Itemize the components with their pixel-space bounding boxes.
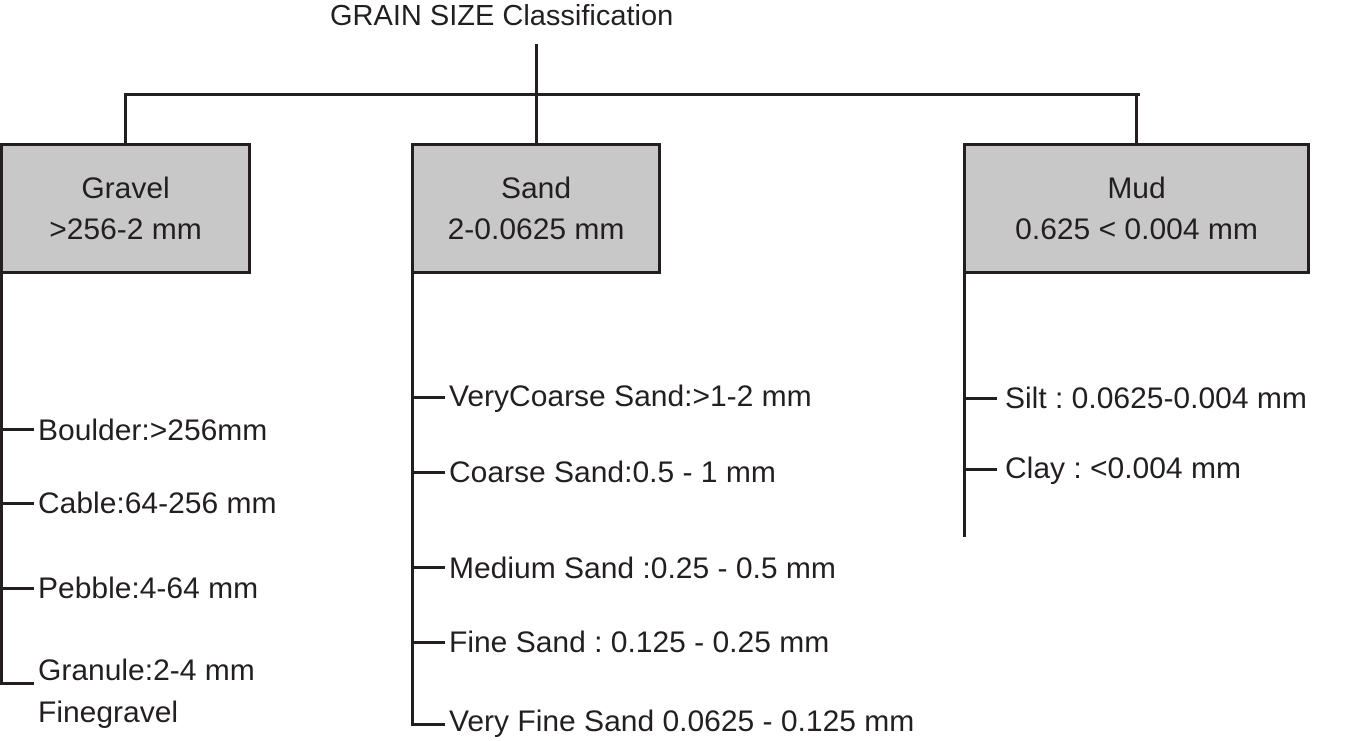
mud-spine-line xyxy=(963,274,966,537)
sand-item-fine: Fine Sand : 0.125 - 0.25 mm xyxy=(449,626,830,659)
gravel-tick xyxy=(0,428,34,431)
sand-box: Sand 2-0.0625 mm xyxy=(411,143,661,274)
gravel-tick xyxy=(0,587,34,590)
sand-item-very-coarse: VeryCoarse Sand:>1-2 mm xyxy=(449,380,812,413)
gravel-item-pebble: Pebble:4-64 mm xyxy=(38,572,259,605)
gravel-tick xyxy=(0,502,34,505)
sand-spine-line xyxy=(411,274,414,726)
title-stem-line xyxy=(535,44,538,96)
sand-tick xyxy=(411,566,445,569)
gravel-item-cable: Cable:64-256 mm xyxy=(38,487,277,520)
mud-name: Mud xyxy=(1107,171,1166,205)
mud-tick xyxy=(963,397,997,400)
gravel-item-finegravel: Finegravel xyxy=(38,696,179,729)
sand-item-very-fine: Very Fine Sand 0.0625 - 0.125 mm xyxy=(449,705,915,738)
sand-item-medium: Medium Sand :0.25 - 0.5 mm xyxy=(449,552,836,585)
sand-tick xyxy=(411,396,445,399)
sand-tick xyxy=(411,471,445,474)
mud-box: Mud 0.625 < 0.004 mm xyxy=(963,143,1310,274)
mud-item-clay: Clay : <0.004 mm xyxy=(1005,452,1241,485)
mud-item-silt: Silt : 0.0625-0.004 mm xyxy=(1005,382,1307,415)
sand-tick xyxy=(411,723,445,726)
gravel-spine-line xyxy=(0,274,3,685)
mud-tick xyxy=(963,468,997,471)
gravel-tick xyxy=(0,682,34,685)
gravel-item-granule: Granule:2-4 mm xyxy=(38,654,255,687)
sand-connector-line xyxy=(535,93,538,144)
gravel-range: >256-2 mm xyxy=(49,212,202,246)
gravel-name: Gravel xyxy=(81,171,170,205)
mud-range: 0.625 < 0.004 mm xyxy=(1015,212,1258,246)
top-branch-line xyxy=(124,93,1140,96)
mud-connector-line xyxy=(1135,93,1138,144)
sand-item-coarse: Coarse Sand:0.5 - 1 mm xyxy=(449,456,776,489)
diagram-title: GRAIN SIZE Classification xyxy=(330,0,674,32)
sand-name: Sand xyxy=(500,171,572,205)
sand-tick xyxy=(411,641,445,644)
gravel-box: Gravel >256-2 mm xyxy=(0,143,251,274)
gravel-item-boulder: Boulder:>256mm xyxy=(38,414,268,447)
sand-range: 2-0.0625 mm xyxy=(447,212,625,246)
gravel-connector-line xyxy=(124,93,127,144)
